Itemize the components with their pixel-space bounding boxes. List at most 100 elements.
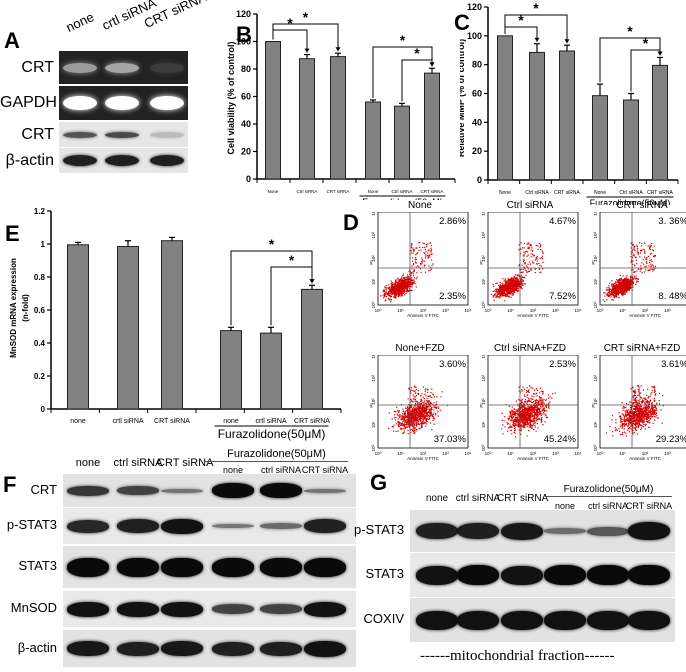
bar bbox=[559, 50, 575, 181]
svg-text:10³: 10³ bbox=[442, 308, 449, 313]
svg-text:crtl siRNA: crtl siRNA bbox=[112, 418, 143, 425]
svg-text:None: None bbox=[368, 189, 379, 194]
mitochondrial-fraction-label: ------mitochondrial fraction------ bbox=[420, 648, 615, 664]
svg-text:CRT siRNA: CRT siRNA bbox=[647, 190, 673, 196]
svg-text:10¹: 10¹ bbox=[481, 421, 486, 428]
svg-text:Annexin V FITC: Annexin V FITC bbox=[629, 313, 662, 318]
blot-band bbox=[457, 610, 499, 630]
bar bbox=[497, 35, 513, 181]
blot-band bbox=[161, 641, 203, 656]
svg-text:10²: 10² bbox=[481, 255, 486, 262]
svg-text:20: 20 bbox=[241, 147, 251, 157]
svg-text:0: 0 bbox=[246, 174, 251, 184]
svg-text:*: * bbox=[400, 32, 406, 48]
svg-text:10⁰: 10⁰ bbox=[375, 451, 382, 456]
svg-text:10⁰: 10⁰ bbox=[371, 301, 376, 308]
panel-letter-a: A bbox=[4, 28, 20, 53]
chart-b-cell-viability: 0 20 40 60 80 100 120 None Ctrl siRNA CRT siRNA No… bbox=[226, 9, 456, 200]
gel-band bbox=[63, 155, 97, 166]
gel-band bbox=[150, 62, 184, 73]
svg-text:CRT siRNA: CRT siRNA bbox=[554, 190, 580, 196]
svg-text:(n-fold): (n-fold) bbox=[21, 294, 30, 322]
svg-text:10²: 10² bbox=[642, 308, 649, 313]
svg-text:Annexin V FITC: Annexin V FITC bbox=[517, 313, 550, 318]
blot-band bbox=[501, 565, 543, 585]
panel-letter-b: B bbox=[236, 22, 252, 47]
svg-text:none: none bbox=[223, 418, 239, 425]
blot-band bbox=[161, 601, 203, 617]
blot-band bbox=[501, 522, 543, 540]
blot-band bbox=[544, 610, 586, 630]
flow-plot-title: None+FZD bbox=[395, 343, 445, 354]
svg-text:10²: 10² bbox=[420, 308, 427, 313]
svg-text:10⁰: 10⁰ bbox=[597, 308, 604, 313]
bar bbox=[265, 41, 281, 180]
svg-text:10⁴: 10⁴ bbox=[593, 212, 598, 215]
blot-band bbox=[457, 565, 499, 585]
svg-text:10⁴: 10⁴ bbox=[371, 355, 376, 358]
furazolidone-group-label: Furazolidone(50μM) bbox=[545, 484, 672, 497]
blot-band bbox=[304, 519, 346, 533]
svg-text:PI: PI bbox=[479, 403, 484, 407]
gel-row-label: CRT bbox=[21, 58, 54, 76]
svg-text:10³: 10³ bbox=[371, 232, 376, 239]
svg-text:*: * bbox=[643, 35, 649, 51]
flow-plot: CRT siRNA 3. 36% 8. 48% 10⁰ 10⁰ 10¹ 10¹ 10² 10² 1… bbox=[590, 200, 686, 319]
svg-text:10⁰: 10⁰ bbox=[375, 308, 382, 313]
blot-band bbox=[67, 485, 109, 496]
bar bbox=[301, 288, 323, 410]
svg-text:40: 40 bbox=[241, 119, 251, 129]
svg-text:*: * bbox=[269, 236, 275, 252]
lane-label: CRT siRNA bbox=[497, 493, 549, 504]
panel-letter-c: C bbox=[454, 10, 470, 35]
svg-text:Relative MMP (% of control): Relative MMP (% of control) bbox=[460, 39, 466, 157]
svg-text:0: 0 bbox=[41, 405, 46, 414]
furazolidone-group-label: Furazolidone(50μM) bbox=[205, 448, 348, 462]
lane-label: none bbox=[63, 9, 97, 35]
gel-band bbox=[150, 131, 184, 138]
blot-band bbox=[67, 519, 109, 533]
svg-text:10⁰: 10⁰ bbox=[593, 301, 598, 308]
sub-lane-label: ctrl siRNA bbox=[588, 501, 628, 511]
gel-band bbox=[63, 62, 97, 73]
svg-text:100: 100 bbox=[467, 31, 482, 41]
svg-text:10²: 10² bbox=[593, 255, 598, 262]
svg-text:Ctrl siRNA: Ctrl siRNA bbox=[297, 189, 318, 194]
bar bbox=[260, 332, 282, 410]
blot-row-label: p-STAT3 bbox=[6, 517, 57, 532]
blot-band bbox=[260, 557, 302, 577]
svg-text:10¹: 10¹ bbox=[481, 278, 486, 285]
blot-band bbox=[260, 604, 302, 614]
svg-text:Annexin V FITC: Annexin V FITC bbox=[517, 456, 550, 461]
svg-text:10¹: 10¹ bbox=[593, 278, 598, 285]
svg-text:10²: 10² bbox=[530, 308, 537, 313]
svg-text:10⁴: 10⁴ bbox=[575, 451, 582, 456]
svg-text:*: * bbox=[303, 9, 309, 25]
gel-band bbox=[150, 155, 184, 166]
blot-band bbox=[212, 641, 254, 656]
gel-band bbox=[105, 62, 139, 73]
svg-text:Furazolidone(50μM): Furazolidone(50μM) bbox=[590, 198, 671, 205]
blot-row-label: CRT bbox=[30, 481, 57, 497]
blot-row bbox=[63, 474, 356, 507]
blot-band bbox=[212, 604, 254, 614]
blot-band bbox=[628, 610, 670, 630]
gel-row bbox=[59, 148, 188, 173]
svg-text:crtl siRNA: crtl siRNA bbox=[255, 418, 286, 425]
blot-band bbox=[416, 523, 458, 539]
blot-row bbox=[63, 508, 356, 544]
svg-text:10³: 10³ bbox=[664, 308, 671, 313]
svg-text:0.8: 0.8 bbox=[34, 273, 46, 282]
blot-row-label: β-actin bbox=[17, 639, 57, 655]
lane-label: none bbox=[75, 457, 101, 469]
svg-text:10³: 10³ bbox=[371, 375, 376, 382]
svg-text:0.4: 0.4 bbox=[34, 339, 46, 348]
bar bbox=[365, 101, 381, 180]
blot-band bbox=[260, 523, 302, 529]
svg-text:1: 1 bbox=[41, 240, 46, 249]
svg-text:PI: PI bbox=[369, 403, 374, 407]
blot-band bbox=[304, 640, 346, 657]
blot-row bbox=[63, 630, 356, 667]
blot-band bbox=[587, 526, 629, 536]
svg-text:10²: 10² bbox=[481, 398, 486, 405]
